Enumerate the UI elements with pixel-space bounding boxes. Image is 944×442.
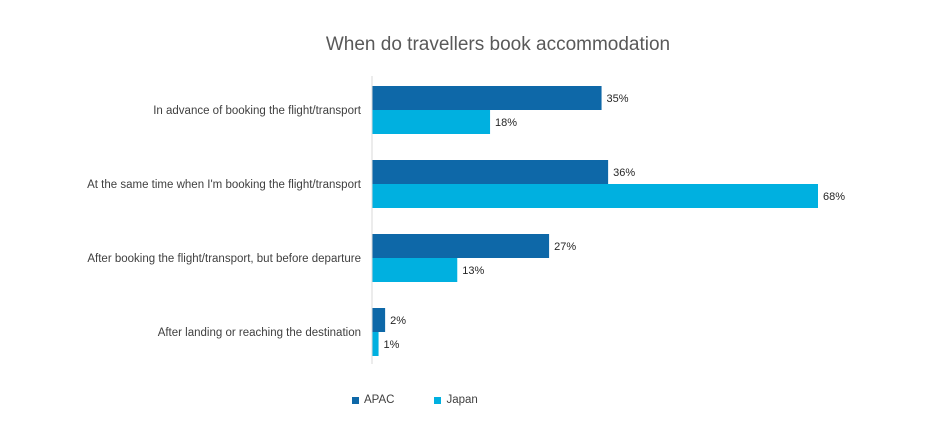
data-label-japan: 13% [462,265,484,277]
bar-apac [372,86,602,110]
data-label-apac: 35% [607,93,629,105]
data-label-apac: 27% [554,241,576,253]
legend-label-japan: Japan [446,394,478,406]
legend-swatch-japan [434,396,442,404]
data-label-apac: 36% [613,167,635,179]
bar-japan [372,258,458,282]
labels-layer: In advance of booking the flight/transpo… [87,93,845,351]
legend: APAC Japan [352,394,478,406]
category-label: In advance of booking the flight/transpo… [153,105,362,117]
legend-item-apac: APAC [352,394,394,406]
bar-japan [372,184,818,208]
bars-layer [372,86,818,356]
category-label: After landing or reaching the destinatio… [158,327,361,339]
legend-label-apac: APAC [364,394,395,406]
bar-apac [372,308,386,332]
category-label: At the same time when I'm booking the fl… [87,179,362,191]
data-label-japan: 1% [384,339,400,351]
data-label-apac: 2% [390,315,406,327]
data-label-japan: 18% [495,117,517,129]
data-label-japan: 68% [823,191,845,203]
legend-item-japan: Japan [434,394,478,406]
bar-japan [372,110,491,134]
bar-japan [372,332,379,356]
category-label: After booking the flight/transport, but … [87,253,361,265]
bar-apac [372,160,609,184]
bar-apac [372,234,550,258]
legend-swatch-apac [352,396,359,404]
chart-title: When do travellers book accommodation [325,34,671,55]
